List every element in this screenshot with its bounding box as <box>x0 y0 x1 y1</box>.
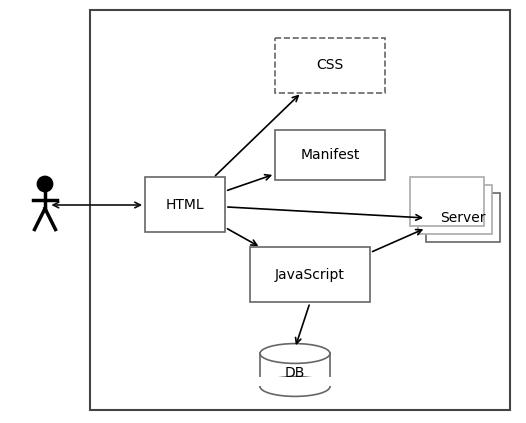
Circle shape <box>37 176 53 192</box>
Bar <box>410 178 484 226</box>
Bar <box>275 38 385 93</box>
Bar <box>90 10 510 410</box>
Text: CSS: CSS <box>316 58 343 72</box>
Bar <box>418 186 492 234</box>
Text: HTML: HTML <box>166 198 204 212</box>
Bar <box>250 247 370 302</box>
Bar <box>145 178 225 233</box>
Ellipse shape <box>260 376 330 396</box>
Ellipse shape <box>260 343 330 363</box>
Text: Server: Server <box>440 211 485 225</box>
Bar <box>275 130 385 180</box>
Bar <box>260 354 330 387</box>
Text: DB: DB <box>285 366 305 380</box>
Bar <box>426 193 500 242</box>
Text: JavaScript: JavaScript <box>275 268 345 282</box>
Text: Manifest: Manifest <box>300 148 360 162</box>
Bar <box>259 376 331 387</box>
